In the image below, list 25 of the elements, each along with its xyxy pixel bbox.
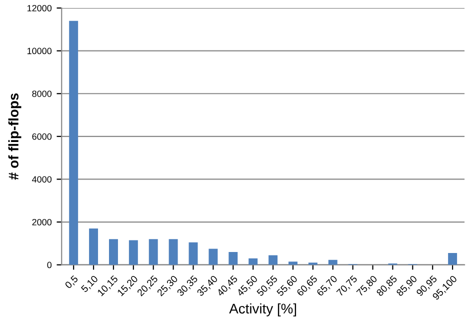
bar xyxy=(89,228,98,265)
x-tick-label: 5,10 xyxy=(80,274,100,294)
y-tick-label: 0 xyxy=(47,262,52,268)
bar xyxy=(448,253,458,265)
bar xyxy=(148,239,158,265)
bar xyxy=(208,248,218,265)
x-axis-title: Activity [%] xyxy=(229,303,296,316)
bar xyxy=(328,260,338,265)
bar xyxy=(168,239,178,265)
bar xyxy=(188,242,198,265)
y-tick-label: 12000 xyxy=(27,4,52,12)
bar xyxy=(268,255,278,265)
y-tick-label: 4000 xyxy=(32,176,52,183)
x-tick-label: 0,5 xyxy=(64,275,80,290)
y-tick-label: 6000 xyxy=(32,133,52,140)
y-tick-label: 10000 xyxy=(27,48,52,54)
bar xyxy=(128,240,138,265)
y-axis-title: # of flip-flops xyxy=(8,93,22,180)
y-tick-label: 2000 xyxy=(32,218,52,226)
bar xyxy=(228,252,238,265)
bar xyxy=(69,20,78,265)
bar xyxy=(288,262,298,265)
bar xyxy=(248,258,258,265)
y-tick-label: 8000 xyxy=(32,90,52,97)
bar xyxy=(108,239,118,265)
